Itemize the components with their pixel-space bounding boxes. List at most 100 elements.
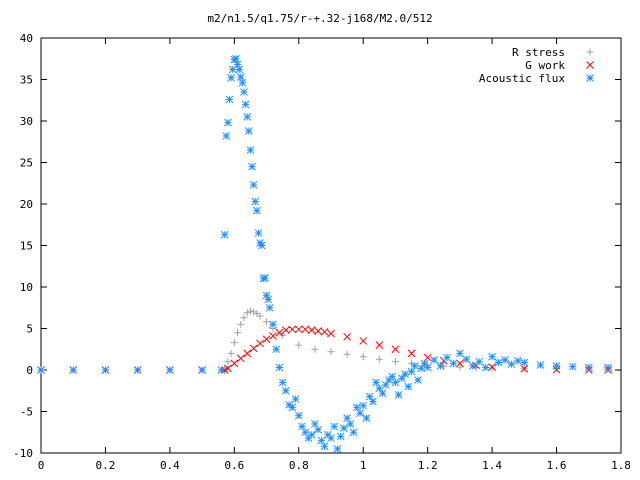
data-point [307,326,316,335]
data-point [235,65,244,74]
data-point [552,361,561,370]
data-point [388,372,397,381]
data-point [278,378,287,387]
data-point [456,349,464,358]
data-point [314,425,322,434]
x-tick-label: 0 [38,459,45,472]
data-point [246,307,254,315]
data-point [311,345,319,353]
legend-label: Acoustic flux [479,72,565,85]
data-point [436,361,445,370]
data-point [240,314,248,322]
data-point [233,60,242,69]
series-g-work [37,325,612,374]
data-point [238,78,247,87]
data-point [227,349,235,357]
data-point [230,359,239,368]
data-point [327,329,335,338]
data-point [133,366,142,374]
data-point [251,197,260,206]
y-tick-label: 30 [20,115,33,128]
data-point [269,332,277,340]
series-acoustic-flux [37,54,612,453]
data-point [249,181,258,189]
data-point [488,352,496,361]
data-point [232,54,240,63]
data-point [246,146,255,154]
data-point [227,73,235,82]
data-point [372,378,380,387]
x-tick-label: 1.2 [418,459,438,472]
data-point [401,370,409,379]
x-tick-label: 0.8 [289,459,309,472]
data-point [404,382,413,391]
data-point [317,436,326,445]
y-tick-label: -10 [13,447,33,460]
data-point [282,386,290,395]
legend-marker [586,74,594,82]
legend-marker [586,61,594,69]
data-point [375,355,383,363]
data-point [294,411,303,420]
data-point [301,325,310,334]
x-tick-label: 1 [360,459,367,472]
data-point [294,325,303,334]
legend-label: R stress [512,46,565,59]
data-point [462,355,471,364]
data-point [359,353,367,361]
plot-frame [40,37,622,454]
data-point [248,162,256,171]
data-point [101,366,110,374]
data-point [584,363,593,372]
data-point [243,112,252,121]
data-point [568,362,577,371]
data-point [256,339,264,348]
data-point [494,358,503,367]
data-point [514,357,522,365]
data-point [481,363,490,372]
data-point [340,424,348,432]
data-point [410,361,419,370]
data-point [414,376,422,384]
y-tick-label: 0 [26,364,33,377]
data-point [378,389,387,398]
data-point [244,127,253,135]
x-tick-label: 1.4 [482,459,502,472]
chart-title: m2/n1.5/q1.75/r-+.32-j168/M2.0/512 [207,12,432,25]
y-tick-label: 40 [20,32,33,45]
data-point [423,363,432,372]
data-point [475,357,484,366]
data-point [243,349,252,358]
data-point [320,327,329,336]
data-point [423,353,432,362]
data-point [220,230,229,239]
data-point [236,354,245,363]
data-point [254,229,263,237]
data-point [343,414,351,422]
data-point [327,434,335,442]
data-point [217,366,226,374]
data-point [222,132,231,140]
data-point [69,366,78,374]
data-point [166,366,174,374]
data-point [269,320,277,329]
data-point [291,395,300,403]
data-point [443,353,451,362]
data-point [275,328,284,337]
data-point [295,341,303,349]
data-point [430,356,438,364]
y-tick-label: 10 [20,281,33,294]
data-point [275,363,284,372]
axes-layer: 0 0.2 0.4 0.6 0.8 1 1.2 1.4 1.6 1.8 -10 -5 0 5 10 15 20 2… [13,32,631,472]
x-tick-label: 1.6 [547,459,567,472]
data-point [198,366,206,374]
data-point [362,414,371,422]
data-point [391,378,400,387]
data-point [333,444,342,453]
data-point [249,344,258,353]
data-point [507,360,516,369]
data-point [307,430,316,439]
data-point [468,361,477,370]
